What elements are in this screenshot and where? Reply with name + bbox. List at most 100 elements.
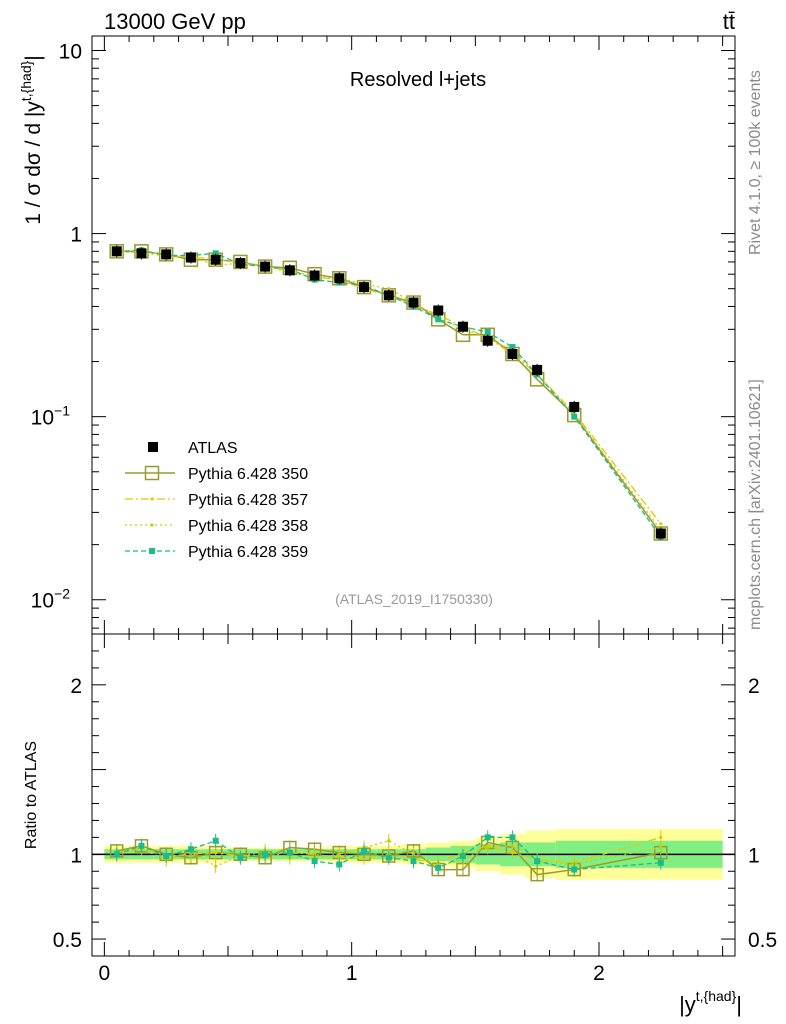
series-point: [435, 316, 442, 323]
data-point: [185, 252, 196, 263]
legend-marker: [150, 497, 154, 501]
ratio-point: [459, 853, 466, 860]
ratio-point: [486, 845, 490, 850]
ratio-line: [116, 841, 661, 876]
data-point: [260, 261, 271, 272]
y-tick-label: 10−1: [31, 403, 71, 430]
ratio-point: [286, 849, 293, 856]
ratio-point: [361, 847, 368, 854]
data-point: [532, 364, 543, 375]
legend-marker: [144, 465, 160, 481]
ratio-point: [659, 835, 663, 839]
ratio-point: [138, 842, 145, 849]
data-point: [482, 335, 493, 346]
process-label: tt̄: [723, 9, 735, 34]
ratio-ticks: 0 1 2 2 2 1 1 0.5 0.5: [53, 633, 777, 985]
mcplots-label: mcplots.cern.ch [arXiv:2401.10621]: [747, 379, 764, 630]
legend-label: Pythia 6.428 357: [188, 492, 308, 509]
ratio-panel: 0 1 2 2 2 1 1 0.5 0.5 Ratio to ATLAS |yt,{had}|: [23, 633, 777, 1017]
main-ticks: 10 1 10−1 10−2: [31, 36, 735, 634]
legend-label: ATLAS: [188, 440, 238, 457]
ratio-y-tick-label-right: 2: [748, 675, 760, 698]
x-tick-label: 1: [346, 962, 358, 985]
ratio-point: [530, 867, 544, 882]
ratio-point: [435, 864, 442, 871]
ratio-y-tick-label-right: 0.5: [748, 929, 777, 952]
data-point: [111, 246, 122, 257]
series-line: [116, 249, 662, 538]
ratio-point: [387, 839, 391, 843]
ratio-point: [484, 834, 491, 841]
data-point: [235, 258, 246, 269]
ratio-point: [336, 861, 343, 868]
data-point: [569, 401, 580, 412]
data-point: [210, 254, 221, 265]
data-point: [161, 249, 172, 260]
data-point: [408, 297, 419, 308]
ratio-point: [659, 845, 663, 850]
ratio-point: [385, 854, 392, 861]
ratio-y-tick-label-right: 1: [748, 844, 760, 867]
series-point: [484, 329, 491, 336]
data-point: [136, 248, 147, 259]
ratio-point: [311, 858, 318, 865]
x-tick-label: 0: [99, 962, 111, 985]
legend-marker: [150, 523, 154, 527]
legend-marker: [148, 442, 158, 452]
series-point: [659, 522, 663, 526]
data-point: [284, 265, 295, 276]
energy-label: 13000 GeV pp: [104, 9, 246, 34]
ratio-y-tick-label: 0.5: [53, 929, 82, 952]
ratio-point: [214, 864, 218, 868]
ratio-point: [657, 859, 664, 866]
ratio-point: [510, 844, 515, 848]
ratio-y-axis-label: Ratio to ATLAS: [23, 741, 40, 849]
y-tick-exponent: −1: [54, 403, 70, 419]
y-tick-exponent: −2: [54, 586, 70, 602]
rivet-version-label: Rivet 4.1.0, ≥ 100k events: [747, 70, 764, 255]
ratio-point: [214, 851, 218, 855]
ratio-point: [410, 858, 417, 865]
ratio-point: [262, 851, 269, 858]
series-point: [109, 244, 124, 259]
data-point: [433, 305, 444, 316]
legend-marker: [149, 548, 155, 554]
series-point: [571, 413, 578, 420]
ratio-point: [212, 837, 219, 844]
y-tick-label: 1: [70, 224, 82, 247]
data-point: [334, 273, 345, 284]
ratio-y-tick-label: 1: [70, 844, 82, 867]
legend-label: Pythia 6.428 359: [188, 544, 308, 561]
x-tick-label: 2: [593, 962, 605, 985]
x-axis-label: |yt,{had}|: [679, 988, 742, 1017]
ratio-point: [571, 866, 578, 873]
ratio-point: [534, 858, 541, 865]
y-tick-label: 10: [59, 40, 82, 63]
main-panel: 10 1 10−1 10−2 Resolved l+jets (ATLAS_2019_…: [18, 35, 736, 635]
series-point: [387, 287, 391, 291]
series-point: [356, 279, 372, 295]
analysis-watermark: (ATLAS_2019_I1750330): [335, 591, 493, 607]
ratio-line: [116, 836, 661, 871]
data-point: [309, 270, 320, 281]
ratio-line: [116, 840, 661, 867]
ratio-point: [509, 834, 516, 841]
plot-title: Resolved l+jets: [350, 69, 486, 91]
series-point: [509, 344, 516, 351]
legend-label: Pythia 6.428 358: [188, 518, 308, 535]
series-line: [116, 251, 662, 531]
ratio-line: [116, 836, 661, 864]
ratio-series: [109, 830, 668, 882]
data-point: [383, 290, 394, 301]
y-tick-label: 10−2: [31, 586, 71, 613]
ratio-point: [163, 853, 170, 860]
main-y-axis-label: 1 / σ dσ / d |yt,{had}|: [18, 55, 45, 225]
legend-label: Pythia 6.428 350: [188, 466, 308, 483]
data-point: [507, 348, 518, 359]
data-point: [457, 321, 468, 332]
main-series: [109, 244, 669, 541]
series-point: [212, 250, 219, 257]
ratio-point: [237, 854, 244, 861]
ratio-point: [187, 846, 194, 853]
